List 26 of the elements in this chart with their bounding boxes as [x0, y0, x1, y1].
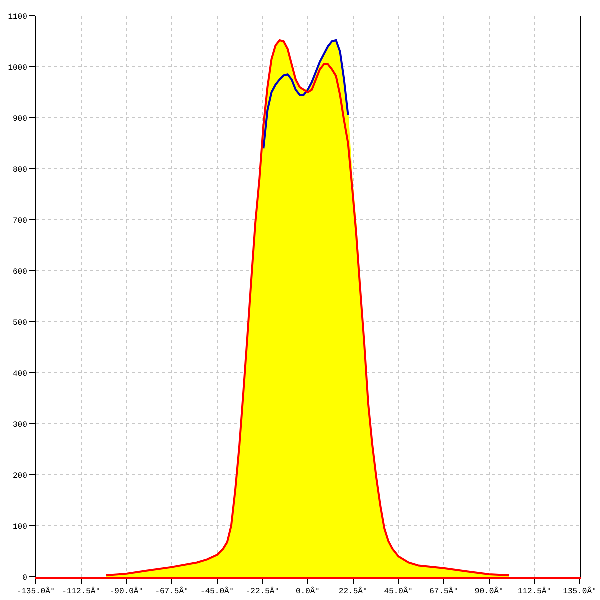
y-tick-label: 1100: [8, 12, 28, 22]
x-tick-label: 67.5Â°: [430, 586, 458, 597]
y-tick-label: 600: [12, 268, 28, 277]
x-tick-label: -90.0Â°: [110, 586, 144, 597]
y-tick-label: 900: [12, 114, 28, 124]
x-tick-label: 22.5Â°: [338, 586, 368, 597]
y-tick-label: 100: [12, 522, 28, 532]
y-tick-label: 1000: [8, 64, 28, 73]
x-tick-label: -45.0Â°: [200, 586, 234, 597]
x-tick-label: -112.5Â°: [62, 586, 101, 597]
x-tick-label: 0.0Â°: [296, 586, 320, 597]
x-tick-label: -135.0Â°: [16, 586, 56, 597]
y-tick-label: 300: [12, 420, 28, 430]
y-tick-label: 500: [12, 318, 28, 328]
y-tick-label: 0: [22, 574, 28, 583]
x-tick-label: 112.5Â°: [518, 586, 552, 597]
x-tick-label: 90.0Â°: [474, 586, 504, 597]
x-tick-label: -22.5Â°: [246, 586, 280, 597]
x-tick-label: -67.5Â°: [155, 586, 189, 597]
line-series: [262, 39, 350, 150]
y-tick-label: 200: [12, 472, 28, 481]
x-tick-label: 45.0Â°: [384, 586, 414, 597]
y-tick-label: 800: [12, 166, 28, 175]
x-tick-label: 135.0Â°: [563, 586, 597, 597]
y-tick-label: 700: [12, 216, 28, 226]
y-tick-label: 400: [12, 370, 28, 379]
